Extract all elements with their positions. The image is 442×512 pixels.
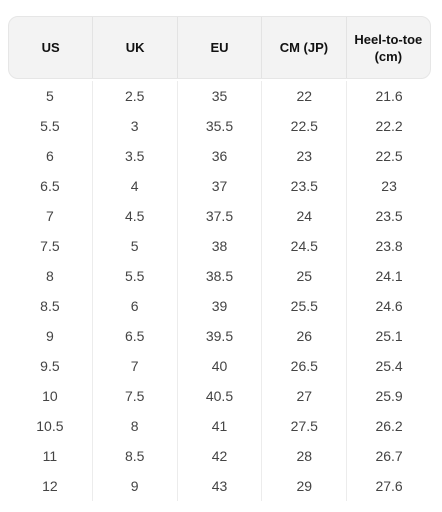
table-cell: 26.2 (375, 418, 403, 434)
table-cell: 12 (42, 478, 58, 494)
table-cell: 6.5 (40, 178, 60, 194)
table-cell: 5.5 (124, 268, 145, 284)
table-cell: 23 (381, 178, 397, 194)
table-cell: 40.5 (205, 388, 234, 404)
table-column-eu: 35 35.5 36 37 37.5 38 38.5 39 39.5 40 40.5 41 42 43 (178, 81, 263, 501)
table-header: US UK EU CM (JP) Heel-to-toe (cm) (8, 16, 431, 79)
table-cell: 40 (211, 358, 228, 374)
table-cell: 25 (296, 268, 313, 284)
table-cell: 25.9 (375, 388, 403, 404)
table-cell: 25.4 (375, 358, 403, 374)
table-cell: 2.5 (124, 88, 145, 104)
table-cell: 37.5 (205, 208, 234, 224)
table-cell: 22.5 (375, 148, 403, 164)
table-cell: 29 (296, 478, 313, 494)
table-cell: 22.5 (290, 118, 318, 134)
table-cell: 23.8 (375, 238, 403, 254)
table-cell: 4 (130, 178, 139, 194)
table-cell: 35 (211, 88, 228, 104)
table-cell: 26.7 (375, 448, 403, 464)
table-cell: 38.5 (205, 268, 234, 284)
column-header-cm-jp: CM (JP) (262, 17, 347, 78)
table-cell: 23.5 (375, 208, 403, 224)
table-cell: 9 (130, 478, 139, 494)
table-column-uk: 2.5 3 3.5 4 4.5 5 5.5 6 6.5 7 7.5 8 8.5 9 (93, 81, 178, 501)
size-chart-table: US UK EU CM (JP) Heel-to-toe (cm) 5 5.5 6 6… (8, 16, 431, 501)
table-cell: 7 (130, 358, 139, 374)
table-cell: 6.5 (124, 328, 145, 344)
table-cell: 37 (211, 178, 228, 194)
table-cell: 23.5 (290, 178, 318, 194)
table-cell: 10 (42, 388, 58, 404)
table-cell: 38 (211, 238, 228, 254)
table-cell: 9 (46, 328, 54, 344)
table-cell: 41 (211, 418, 228, 434)
table-cell: 9.5 (40, 358, 60, 374)
table-cell: 5.5 (40, 118, 60, 134)
table-column-us: 5 5.5 6 6.5 7 7.5 8 8.5 9 9.5 10 10.5 11 12 (8, 81, 93, 501)
table-cell: 8 (46, 268, 54, 284)
table-cell: 42 (211, 448, 228, 464)
table-cell: 26 (296, 328, 313, 344)
table-cell: 24.1 (375, 268, 403, 284)
table-cell: 6 (130, 298, 139, 314)
table-cell: 24.6 (375, 298, 403, 314)
table-cell: 27.5 (290, 418, 318, 434)
table-cell: 5 (46, 88, 54, 104)
table-cell: 8 (130, 418, 139, 434)
table-cell: 23 (296, 148, 313, 164)
table-cell: 36 (211, 148, 228, 164)
table-cell: 27 (296, 388, 313, 404)
column-header-uk: UK (93, 17, 178, 78)
table-cell: 28 (296, 448, 313, 464)
column-header-heel-to-toe: Heel-to-toe (cm) (354, 31, 423, 64)
table-column-heel-to-toe: 21.6 22.2 22.5 23 23.5 23.8 24.1 24.6 25.1 25.4 25… (347, 81, 431, 501)
table-cell: 22.2 (375, 118, 403, 134)
table-cell: 8.5 (124, 448, 145, 464)
table-cell: 39.5 (205, 328, 234, 344)
table-cell: 5 (130, 238, 139, 254)
table-cell: 25.5 (290, 298, 318, 314)
column-header-us: US (9, 17, 94, 78)
table-cell: 3 (130, 118, 139, 134)
table-cell: 22 (296, 88, 313, 104)
table-cell: 26.5 (290, 358, 318, 374)
table-cell: 11 (42, 448, 58, 464)
table-cell: 39 (211, 298, 228, 314)
table-cell: 25.1 (375, 328, 403, 344)
table-cell: 10.5 (36, 418, 64, 434)
table-cell: 35.5 (205, 118, 234, 134)
table-body: 5 5.5 6 6.5 7 7.5 8 8.5 9 9.5 10 10.5 11 12 2.5 3 3.5 4 4.… (8, 81, 431, 501)
table-cell: 27.6 (375, 478, 403, 494)
table-cell: 3.5 (124, 148, 145, 164)
table-cell: 7.5 (40, 238, 60, 254)
table-cell: 7.5 (124, 388, 145, 404)
table-cell: 43 (211, 478, 228, 494)
column-header-eu: EU (178, 17, 263, 78)
table-cell: 7 (46, 208, 54, 224)
table-cell: 21.6 (375, 88, 403, 104)
table-cell: 6 (46, 148, 54, 164)
table-cell: 24 (296, 208, 313, 224)
table-column-cm-jp: 22 22.5 23 23.5 24 24.5 25 25.5 26 26.5 27 27.5 28 29 (262, 81, 348, 501)
table-cell: 4.5 (124, 208, 145, 224)
table-cell: 24.5 (290, 238, 318, 254)
table-cell: 8.5 (40, 298, 60, 314)
